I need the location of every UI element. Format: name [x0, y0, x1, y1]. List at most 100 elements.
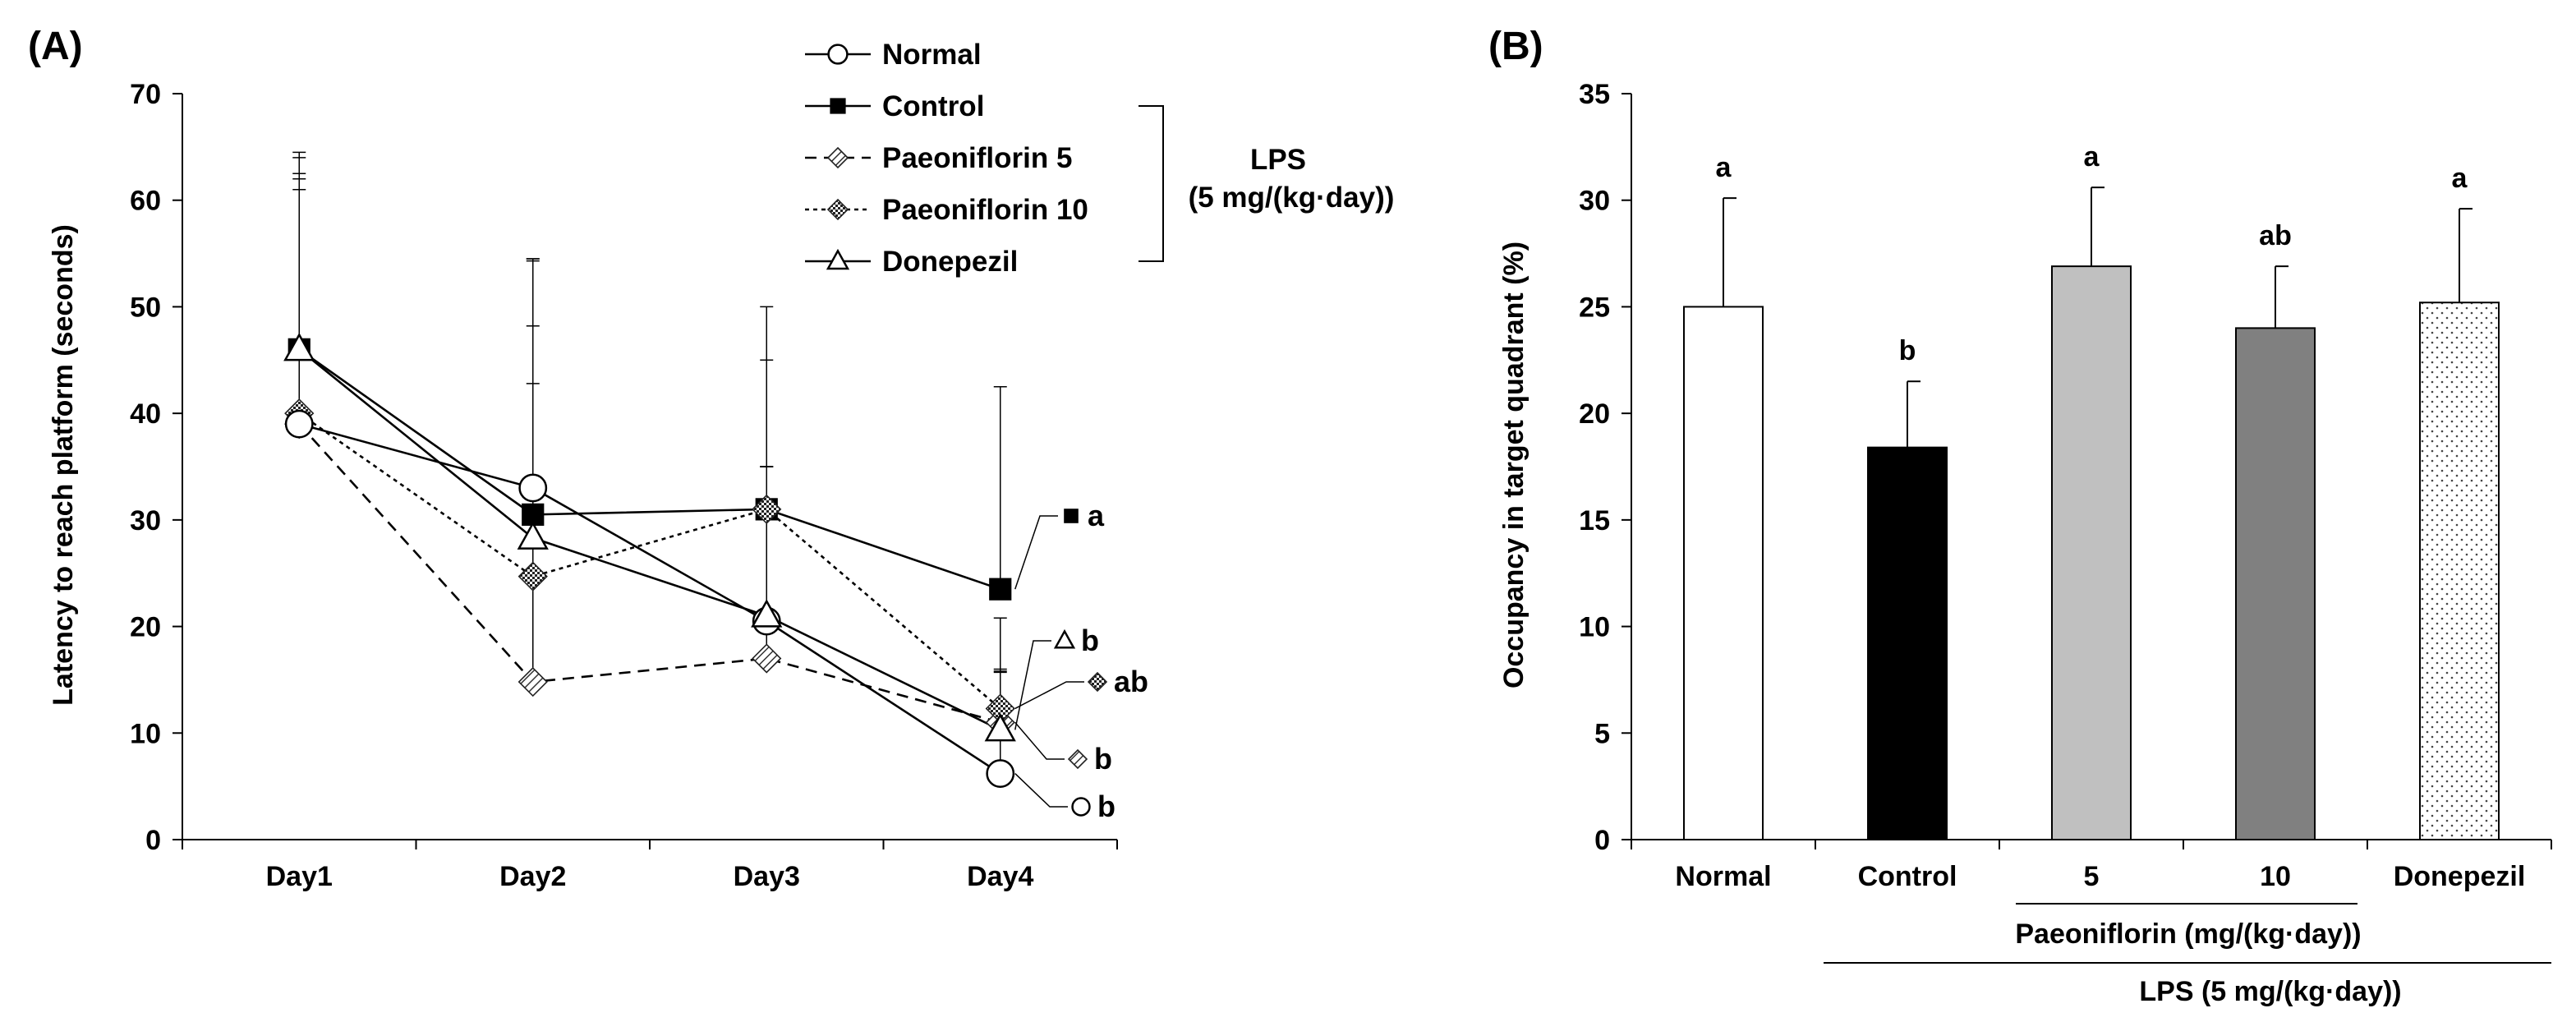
data-point-paeoniflorin-10-shape: [518, 561, 548, 592]
x-tick-label: Donepezil: [2394, 861, 2526, 892]
legend-marker: [826, 146, 849, 169]
y-tick-label: 20: [130, 612, 161, 643]
bar-donepezil: [2419, 302, 2500, 840]
data-point-donepezil: [984, 712, 1016, 742]
data-point-paeoniflorin-5-shape: [752, 643, 782, 674]
sig-label: b: [1094, 742, 1112, 776]
lps-bracket: [1138, 105, 1164, 262]
data-point-normal: [986, 759, 1015, 788]
y-tick-label: 70: [130, 79, 161, 110]
x-tick-label: 10: [2260, 861, 2291, 892]
sig-marker: [1053, 628, 1076, 649]
panel-a-legend: Normal Control Paeoniflorin 5 Paeoniflorin …: [805, 39, 1394, 278]
significance-label: a: [2452, 163, 2468, 194]
y-tick-label: 10: [1579, 612, 1610, 643]
sig-leader: [1014, 640, 1051, 730]
legend-marker-shape: [827, 44, 849, 65]
sig-leader: [1014, 515, 1058, 590]
sig-marker: [1087, 671, 1108, 693]
sig-marker-shape: [1053, 628, 1076, 649]
y-tick-label: 20: [1579, 398, 1610, 430]
bar-normal: [1683, 306, 1764, 840]
panel-a-label: (A): [28, 25, 83, 68]
legend-marker: [826, 248, 850, 270]
data-point-donepezil-shape: [984, 712, 1016, 742]
series-line-donepezil: [298, 348, 1001, 731]
x-tick-label: Normal: [1675, 861, 1771, 892]
data-point-paeoniflorin-5: [518, 666, 548, 697]
data-point-donepezil-shape: [517, 521, 549, 550]
bar-5: [2051, 265, 2132, 840]
sig-marker: [1067, 748, 1088, 770]
sig-marker-shape: [1067, 748, 1088, 770]
data-point-control: [989, 578, 1012, 601]
significance-label: a: [1716, 152, 1732, 183]
data-point-paeoniflorin-10: [518, 561, 548, 592]
legend-entry-label: Donepezil: [882, 246, 1018, 278]
data-point-normal-shape: [284, 409, 314, 439]
panel-a-ticks: 0 10 20 30 40 50 60 70 Day1 Day2 Day3 Day4: [130, 79, 1118, 892]
sig-label: b: [1081, 624, 1099, 657]
y-tick-label: 60: [130, 186, 161, 217]
bar-10: [2235, 327, 2316, 841]
sig-leader: [1014, 721, 1065, 760]
panel-b-bar-chart: (B) Occupancy in target quadrant (%) 0 5 1…: [1488, 25, 2552, 1007]
y-tick-label: 5: [1594, 718, 1610, 749]
bar-control: [1867, 446, 1948, 840]
panel-a-markers: [283, 332, 1016, 788]
y-tick-label: 10: [130, 718, 161, 749]
legend-entry-label: Paeoniflorin 10: [882, 194, 1088, 226]
x-tick-label: Control: [1858, 861, 1957, 892]
sig-marker-shape: [1087, 671, 1108, 693]
x-tick-label: 5: [2084, 861, 2100, 892]
data-point-paeoniflorin-10-shape: [752, 494, 782, 525]
data-point-normal: [284, 409, 314, 439]
x-tick-label: Day1: [266, 861, 333, 892]
y-tick-label: 30: [130, 505, 161, 536]
y-tick-label: 0: [145, 825, 161, 856]
data-point-donepezil: [751, 599, 783, 628]
data-point-normal-shape: [986, 759, 1015, 788]
sig-marker-shape: [1071, 797, 1091, 817]
significance-label: b: [1899, 335, 1916, 366]
legend-entry-label: Control: [882, 90, 984, 122]
series-line-normal: [298, 422, 1001, 775]
sig-leader: [1014, 773, 1068, 808]
legend-marker-shape: [826, 198, 849, 221]
legend-marker: [826, 198, 849, 221]
legend-marker: [827, 44, 849, 65]
sig-label: b: [1097, 790, 1116, 823]
series-line-control: [298, 348, 1001, 591]
significance-label: a: [2084, 141, 2100, 173]
paeoniflorin-group-label: Paeoniflorin (mg/(kg·day)): [2015, 918, 2361, 950]
y-tick-label: 0: [1594, 825, 1610, 856]
panel-b-ticks: 0 5 10 15 20 25 30 35 Normal Control 5 10 Donepezil: [1579, 79, 2552, 892]
data-point-donepezil-shape: [283, 332, 315, 361]
series-line-paeoniflorin-5: [298, 423, 1001, 724]
panel-b-label: (B): [1488, 25, 1543, 68]
data-point-donepezil: [283, 332, 315, 361]
y-tick-label: 35: [1579, 79, 1610, 110]
sig-leader: [1014, 681, 1084, 710]
legend-marker-shape: [826, 248, 850, 270]
legend-marker: [830, 98, 846, 114]
data-point-paeoniflorin-10: [752, 494, 782, 525]
data-point-normal: [518, 473, 548, 503]
sig-label: ab: [1114, 665, 1148, 698]
panel-b-bars: [1683, 265, 2500, 841]
legend-group-dose: (5 mg/(kg·day)): [1189, 182, 1395, 214]
panel-a-line-chart: (A) Latency to reach platform (seconds) …: [28, 25, 1394, 892]
x-tick-label: Day3: [734, 861, 800, 892]
lps-group-label: LPS (5 mg/(kg·day)): [2139, 976, 2401, 1007]
data-point-paeoniflorin-5-shape: [518, 666, 548, 697]
significance-label: ab: [2259, 220, 2292, 251]
legend-group-lps: LPS: [1250, 144, 1306, 176]
data-point-paeoniflorin-5: [752, 643, 782, 674]
legend-entry-label: Paeoniflorin 5: [882, 142, 1072, 174]
data-point-control-shape: [989, 578, 1012, 601]
data-point-normal-shape: [518, 473, 548, 503]
sig-label: a: [1088, 499, 1105, 532]
